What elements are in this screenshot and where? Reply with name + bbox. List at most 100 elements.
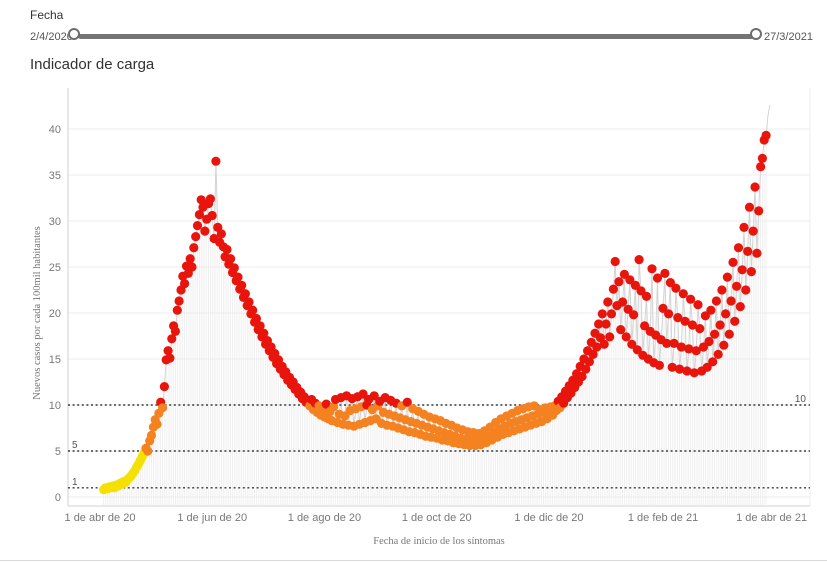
data-point[interactable]: [329, 402, 339, 412]
data-point[interactable]: [757, 153, 768, 163]
data-point[interactable]: [680, 316, 690, 326]
data-point[interactable]: [211, 156, 221, 166]
data-point[interactable]: [165, 353, 175, 363]
data-point[interactable]: [248, 305, 258, 315]
data-point[interactable]: [159, 382, 169, 392]
data-point[interactable]: [744, 202, 755, 212]
data-point[interactable]: [678, 289, 688, 299]
data-point[interactable]: [761, 130, 771, 140]
data-point[interactable]: [222, 244, 232, 255]
data-point[interactable]: [606, 309, 617, 319]
data-point[interactable]: [739, 222, 749, 232]
data-point[interactable]: [618, 297, 628, 307]
data-point[interactable]: [608, 284, 619, 294]
data-point[interactable]: [191, 232, 201, 242]
data-point[interactable]: [321, 399, 331, 409]
data-point[interactable]: [676, 342, 687, 352]
data-point[interactable]: [687, 320, 698, 330]
data-point[interactable]: [167, 334, 177, 344]
data-point[interactable]: [726, 296, 736, 306]
data-point[interactable]: [597, 309, 607, 319]
slider-track[interactable]: [78, 34, 754, 39]
data-point[interactable]: [584, 357, 595, 367]
data-point[interactable]: [737, 265, 747, 275]
data-point[interactable]: [756, 162, 766, 172]
data-point[interactable]: [660, 268, 670, 278]
data-point[interactable]: [172, 305, 182, 315]
data-point[interactable]: [719, 340, 729, 350]
data-point[interactable]: [752, 248, 762, 258]
data-point[interactable]: [163, 346, 173, 356]
data-point[interactable]: [603, 297, 613, 307]
data-point[interactable]: [691, 346, 701, 356]
data-point[interactable]: [621, 332, 631, 342]
data-point[interactable]: [592, 342, 602, 352]
slider-handle-end[interactable]: [750, 28, 762, 40]
data-point[interactable]: [675, 364, 685, 374]
data-point[interactable]: [158, 403, 168, 413]
data-point[interactable]: [614, 277, 624, 287]
data-point[interactable]: [641, 291, 652, 301]
data-point[interactable]: [735, 302, 745, 312]
data-point[interactable]: [741, 285, 751, 295]
data-point[interactable]: [180, 279, 190, 289]
data-point[interactable]: [654, 360, 665, 370]
data-point[interactable]: [233, 272, 243, 282]
data-point[interactable]: [710, 329, 720, 339]
data-point[interactable]: [216, 229, 226, 239]
data-point[interactable]: [667, 362, 677, 372]
data-point[interactable]: [682, 366, 692, 376]
data-point[interactable]: [652, 273, 663, 283]
data-point[interactable]: [711, 296, 722, 306]
data-point[interactable]: [686, 294, 696, 304]
data-point[interactable]: [187, 262, 197, 272]
data-point[interactable]: [733, 243, 744, 253]
data-point[interactable]: [673, 313, 683, 323]
data-point[interactable]: [402, 397, 412, 407]
data-point[interactable]: [599, 339, 609, 349]
data-point[interactable]: [244, 297, 254, 307]
data-point[interactable]: [750, 182, 760, 192]
data-point[interactable]: [689, 368, 699, 378]
data-point[interactable]: [594, 319, 604, 329]
data-point[interactable]: [605, 332, 615, 342]
data-point[interactable]: [152, 419, 162, 429]
data-point[interactable]: [200, 226, 210, 236]
data-point[interactable]: [715, 320, 725, 330]
data-point[interactable]: [664, 309, 674, 319]
data-point[interactable]: [754, 206, 764, 216]
data-point[interactable]: [251, 313, 261, 324]
data-point[interactable]: [669, 338, 679, 348]
data-point[interactable]: [684, 344, 694, 354]
data-point[interactable]: [728, 257, 738, 267]
data-point[interactable]: [743, 246, 753, 256]
data-point[interactable]: [170, 326, 180, 336]
data-point[interactable]: [601, 319, 611, 329]
data-point[interactable]: [255, 321, 265, 331]
data-point[interactable]: [174, 296, 184, 306]
data-point[interactable]: [192, 221, 203, 231]
data-point[interactable]: [629, 310, 639, 320]
data-point[interactable]: [708, 357, 718, 367]
slider-handle-start[interactable]: [68, 28, 80, 40]
data-point[interactable]: [146, 430, 157, 440]
data-point[interactable]: [196, 195, 206, 205]
data-point[interactable]: [732, 281, 742, 291]
data-point[interactable]: [706, 305, 716, 315]
data-point[interactable]: [713, 349, 723, 359]
data-point[interactable]: [746, 267, 757, 277]
data-point[interactable]: [647, 264, 657, 274]
data-point[interactable]: [226, 254, 236, 264]
data-point[interactable]: [722, 272, 733, 282]
data-point[interactable]: [693, 300, 703, 310]
data-point[interactable]: [577, 371, 587, 382]
data-point[interactable]: [581, 364, 591, 374]
data-point[interactable]: [724, 329, 734, 339]
data-point[interactable]: [237, 280, 247, 290]
data-point[interactable]: [194, 210, 204, 220]
data-point[interactable]: [240, 289, 250, 299]
data-point[interactable]: [662, 338, 672, 348]
data-point[interactable]: [695, 324, 705, 334]
data-point[interactable]: [748, 226, 758, 236]
data-point[interactable]: [704, 336, 714, 347]
